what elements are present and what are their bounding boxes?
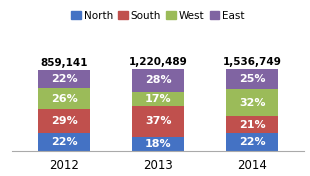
Text: 28%: 28% (145, 75, 171, 85)
Text: 17%: 17% (145, 94, 171, 104)
Bar (132, 137, 184, 151)
Bar (226, 69, 278, 89)
Bar (38, 88, 90, 109)
Text: 21%: 21% (239, 120, 265, 130)
Text: 37%: 37% (145, 116, 171, 126)
Text: 1,220,489: 1,220,489 (129, 57, 188, 67)
Text: 32%: 32% (239, 98, 265, 108)
Text: 26%: 26% (51, 93, 78, 103)
Text: 25%: 25% (239, 74, 265, 84)
Text: 859,141: 859,141 (40, 58, 88, 68)
Text: 22%: 22% (239, 137, 265, 147)
Text: 22%: 22% (51, 137, 78, 147)
Bar (38, 133, 90, 151)
Bar (226, 89, 278, 116)
Text: 29%: 29% (51, 116, 78, 126)
Bar (132, 69, 184, 92)
Text: 22%: 22% (51, 74, 78, 84)
Bar (38, 70, 90, 88)
Bar (226, 116, 278, 133)
Bar (38, 109, 90, 133)
Bar (132, 92, 184, 106)
Bar (226, 133, 278, 151)
Bar (132, 106, 184, 137)
Text: 18%: 18% (145, 139, 171, 149)
Text: 1,536,749: 1,536,749 (223, 57, 281, 67)
Legend: North, South, West, East: North, South, West, East (71, 11, 245, 21)
